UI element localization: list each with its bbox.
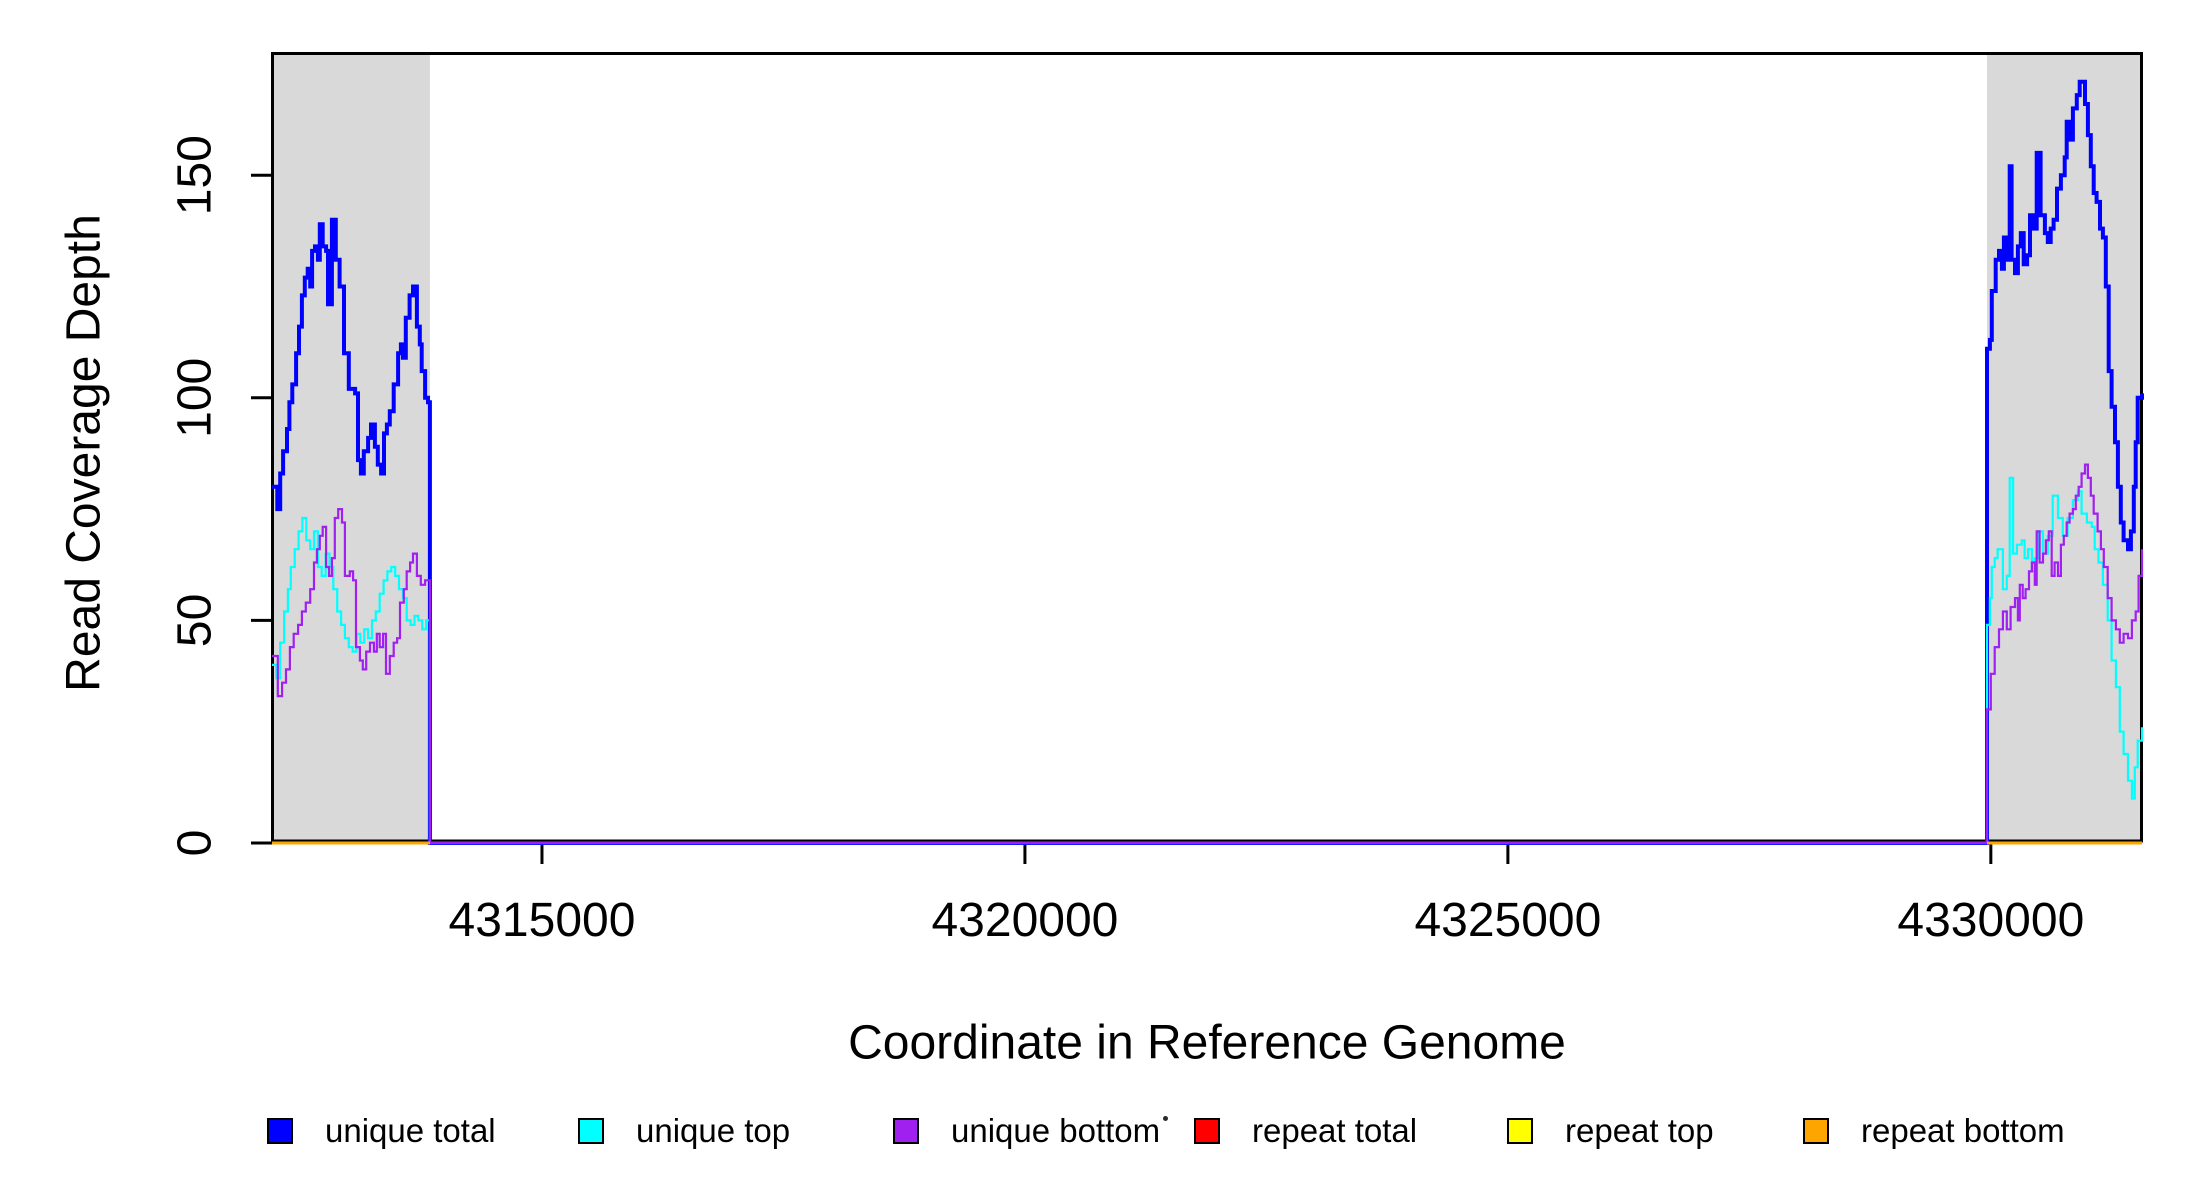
x-tick-label-4320000: 4320000 bbox=[931, 894, 1118, 947]
y-tick-label-100: 100 bbox=[169, 358, 222, 438]
series-unique-bottom-segment-1 bbox=[272, 463, 2144, 845]
x-tick-label-4315000: 4315000 bbox=[449, 894, 636, 947]
x-axis-title: Coordinate in Reference Genome bbox=[848, 1016, 1566, 1070]
y-axis-title: Read Coverage Depth bbox=[57, 214, 111, 692]
y-tick-label-150: 150 bbox=[169, 135, 222, 215]
plot-box bbox=[271, 52, 2143, 843]
y-tick-label-50: 50 bbox=[169, 594, 222, 647]
series-unique-top-segment-1 bbox=[272, 476, 2144, 845]
y-tick-label-0: 0 bbox=[169, 830, 222, 857]
x-tick-label-4325000: 4325000 bbox=[1414, 894, 1601, 947]
series-unique-total-segment-1 bbox=[272, 79, 2144, 845]
x-tick-label-4330000: 4330000 bbox=[1897, 894, 2084, 947]
stray-dot-artifact bbox=[1163, 1116, 1168, 1121]
repeat-region-left bbox=[272, 54, 430, 843]
